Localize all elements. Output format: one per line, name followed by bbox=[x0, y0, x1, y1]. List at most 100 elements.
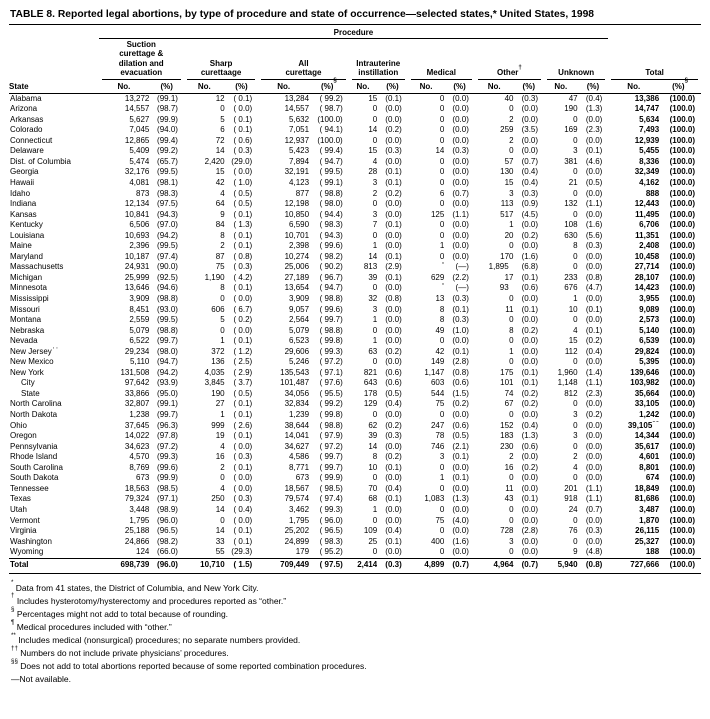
table-row: Rhode Island 4,570 (99.3) 16 ( 0.3) 4,586 ( 99… bbox=[9, 452, 701, 463]
count-cell: 0 bbox=[439, 125, 445, 135]
percent-cell: (100.0) bbox=[669, 304, 695, 314]
count-cell: 0 bbox=[573, 114, 578, 124]
table-row: Nevada 6,522 (99.7) 1 ( 0.1) 6,523 ( 99.8) 1 (0.… bbox=[9, 336, 701, 347]
percent-cell: (0.0) bbox=[385, 209, 402, 219]
count-cell: 75 bbox=[435, 515, 445, 525]
percent-cell: (0.5) bbox=[452, 431, 469, 441]
state-cell: South Dakota bbox=[10, 473, 59, 483]
percent-cell: (100.0) bbox=[669, 283, 695, 293]
percent-cell: (0.8) bbox=[577, 557, 609, 574]
count-cell: 0 bbox=[439, 251, 445, 261]
count-cell: 0 bbox=[439, 93, 445, 103]
count-cell: 1 bbox=[509, 220, 514, 230]
state-cell: Alabama bbox=[10, 93, 42, 103]
percent-cell: ( 0.1) bbox=[233, 536, 253, 546]
count-cell: 37,645 bbox=[124, 420, 150, 430]
percent-cell: (0.6) bbox=[385, 367, 402, 377]
percent-cell: (0.0) bbox=[385, 325, 402, 335]
percent-cell: ( 99.9) bbox=[319, 473, 343, 483]
count-cell: 676 bbox=[564, 283, 578, 293]
count-cell: 259 bbox=[500, 125, 514, 135]
percent-cell: (0.6) bbox=[521, 283, 539, 293]
count-cell: 888 bbox=[645, 188, 660, 198]
percent-cell: (100.0) bbox=[669, 462, 695, 472]
percent-cell: (0.5) bbox=[585, 178, 603, 187]
count-cell: 32,176 bbox=[124, 167, 150, 177]
count-cell: 3,909 bbox=[129, 294, 150, 304]
percent-cell: (0.9) bbox=[521, 199, 539, 209]
count-cell: 130 bbox=[500, 167, 514, 177]
percent-cell: (100.0) bbox=[669, 209, 695, 219]
count-cell: 15 bbox=[568, 336, 578, 346]
count-cell: 33 bbox=[215, 536, 225, 546]
count-cell: 5 bbox=[220, 114, 225, 124]
percent-cell: ( 99.7) bbox=[319, 315, 343, 325]
percent-cell: ( 94.7) bbox=[319, 283, 343, 293]
percent-cell: (0.4) bbox=[385, 526, 402, 536]
count-cell: 139,646 bbox=[630, 367, 660, 377]
count-cell: 72 bbox=[215, 135, 225, 145]
percent-cell: (93.0) bbox=[157, 304, 178, 314]
percent-cell: (0.2) bbox=[452, 399, 469, 409]
count-cell: 28 bbox=[368, 167, 378, 177]
percent-cell: (98.9) bbox=[157, 504, 178, 514]
percent-cell: ( 0.0) bbox=[233, 294, 253, 304]
pct-header: (%) bbox=[577, 79, 609, 94]
table-row: Washington 24,866 (98.2) 33 ( 0.1) 24,899 ( 98… bbox=[9, 537, 701, 548]
count-cell: 29,824 bbox=[634, 346, 660, 356]
count-cell: 4,035 bbox=[204, 367, 225, 377]
no-header: No. bbox=[98, 79, 150, 94]
count-cell: 0 bbox=[372, 230, 378, 240]
percent-cell: (94.2) bbox=[157, 230, 178, 240]
percent-cell: (99.2) bbox=[157, 146, 178, 156]
percent-cell: ( 98.8) bbox=[319, 420, 343, 430]
percent-cell: (100.0) bbox=[669, 547, 695, 557]
count-cell: 5,474 bbox=[129, 156, 150, 166]
count-cell: 8,336 bbox=[639, 156, 660, 166]
no-header: No. bbox=[258, 79, 310, 94]
state-cell: Virginia bbox=[10, 526, 37, 536]
table-row: Nebraska 5,079 (98.8) 0 ( 0.0) 5,079 ( 98.8) 0 (… bbox=[9, 326, 701, 337]
count-cell: 5,246 bbox=[289, 357, 310, 367]
percent-cell: (0.6) bbox=[521, 441, 539, 451]
count-cell: 8 bbox=[220, 283, 225, 293]
percent-cell: (0.0) bbox=[585, 399, 603, 409]
percent-cell: (0.3) bbox=[585, 526, 603, 536]
count-cell: 169 bbox=[564, 125, 578, 135]
count-cell: 10,274 bbox=[284, 251, 310, 261]
column-group-6: Unknown bbox=[544, 39, 608, 80]
table-row: Hawaii 4,081 (98.1) 42 ( 1.0) 4,123 ( 99.1) 3 (0… bbox=[9, 178, 701, 189]
count-cell: 1,242 bbox=[639, 410, 660, 420]
percent-cell: (66.0) bbox=[157, 547, 178, 557]
percent-cell: (0.0) bbox=[452, 230, 469, 240]
percent-cell: (0.3) bbox=[521, 188, 539, 198]
percent-cell: ( 1.5) bbox=[224, 557, 259, 574]
count-cell: 7,894 bbox=[289, 156, 310, 166]
percent-cell: (0.0) bbox=[385, 283, 402, 293]
percent-cell: (0.0) bbox=[521, 104, 539, 114]
count-cell: 179 bbox=[295, 547, 310, 557]
column-group-2: All curettage bbox=[258, 39, 349, 80]
percent-cell: (0.1) bbox=[452, 452, 469, 462]
count-cell: 1 bbox=[509, 346, 514, 356]
count-cell: 63 bbox=[368, 346, 378, 356]
percent-cell: ( 98.8) bbox=[319, 188, 343, 198]
count-cell: 43 bbox=[504, 494, 514, 504]
percent-cell: (0.3) bbox=[452, 294, 469, 304]
percent-cell: (0.0) bbox=[452, 167, 469, 177]
percent-cell: (94.2) bbox=[157, 367, 178, 377]
count-cell: 25,006 bbox=[284, 262, 310, 272]
state-cell: Massachusetts bbox=[10, 262, 64, 272]
count-cell: 673 bbox=[295, 473, 310, 483]
data-table: Procedure Suction curettage & dilation and e… bbox=[9, 25, 701, 574]
percent-cell: (0.0) bbox=[452, 241, 469, 251]
count-cell: 34,056 bbox=[284, 388, 310, 398]
percent-cell: ( 0.1) bbox=[233, 125, 253, 135]
count-cell: 3 bbox=[573, 410, 578, 420]
count-cell: 10,458 bbox=[634, 251, 660, 261]
count-cell: 4,601 bbox=[639, 452, 660, 462]
count-cell: 10,187 bbox=[124, 251, 150, 261]
percent-cell: ( 94.4) bbox=[319, 209, 343, 219]
percent-cell: (0.1) bbox=[385, 178, 402, 187]
count-cell: 14 bbox=[368, 125, 378, 135]
